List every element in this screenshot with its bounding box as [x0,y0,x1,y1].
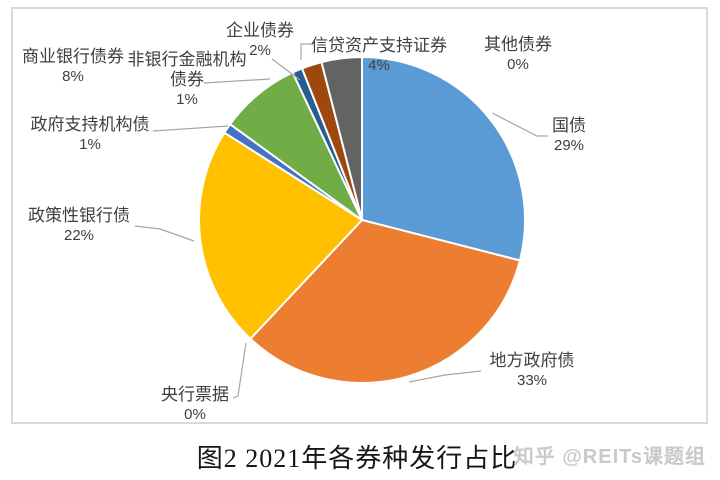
leader-line-7 [271,58,301,81]
leader-line-8 [300,43,312,60]
leader-line-2 [408,370,482,383]
pie-slice-2 [249,219,521,384]
leader-line-5 [152,125,229,132]
leader-line-3 [232,342,247,399]
chart-plot-border [11,7,708,424]
pie-slice-9 [320,55,363,221]
leader-line-1 [491,112,548,137]
leader-line-6 [203,78,271,84]
figure-caption: 图2 2021年各券种发行占比 [196,444,518,473]
watermark-text: 知乎 @REITs课题组 [513,446,706,468]
pie-slice-4 [198,131,363,340]
pie-slice-1 [361,56,527,262]
leader-line-4 [134,225,195,242]
